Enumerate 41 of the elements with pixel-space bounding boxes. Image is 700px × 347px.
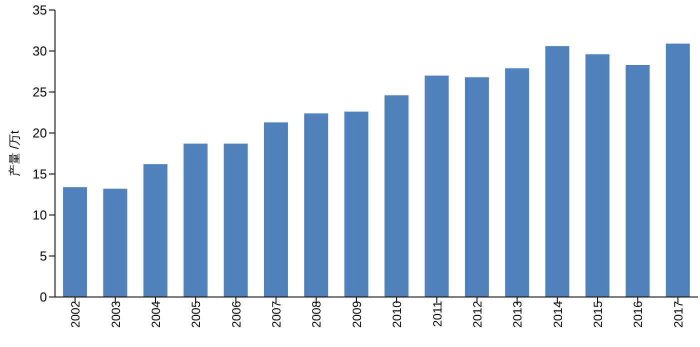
x-tick-label: 2002 xyxy=(68,300,83,328)
bar xyxy=(384,95,409,297)
bar xyxy=(464,77,489,297)
x-tick-label: 2013 xyxy=(510,300,525,328)
y-tick-label: 30 xyxy=(32,44,47,59)
x-tick-label: 2014 xyxy=(550,300,565,328)
x-tick-label: 2017 xyxy=(671,300,686,328)
bar xyxy=(224,144,248,297)
x-tick-label: 2003 xyxy=(108,300,123,328)
bar xyxy=(424,76,449,297)
bar xyxy=(585,54,610,297)
bar xyxy=(264,122,288,297)
bar xyxy=(304,113,328,297)
x-tick-label: 2015 xyxy=(591,300,606,328)
y-tick-label: 35 xyxy=(32,2,47,18)
y-tick-label: 25 xyxy=(32,84,47,100)
x-tick-label: 2012 xyxy=(470,300,484,328)
bar xyxy=(344,112,368,297)
y-axis-title: 产量 /万t xyxy=(7,130,22,177)
bar xyxy=(143,164,168,297)
x-tick-label: 2007 xyxy=(270,300,284,328)
bar xyxy=(545,46,570,297)
y-tick-label: 20 xyxy=(32,126,47,141)
x-tick-label: 2008 xyxy=(310,300,324,328)
y-tick-label: 0 xyxy=(40,290,47,305)
bar xyxy=(184,144,208,297)
bar xyxy=(505,68,530,297)
x-tick-label: 2004 xyxy=(148,300,163,328)
x-tick-label: 2009 xyxy=(350,300,364,328)
x-tick-label: 2011 xyxy=(430,300,444,327)
bar xyxy=(103,188,128,297)
y-tick-label: 5 xyxy=(40,248,47,264)
x-tick-label: 2005 xyxy=(189,300,204,328)
bar xyxy=(63,187,88,297)
bar xyxy=(666,44,690,297)
bar xyxy=(626,64,650,297)
x-tick-label: 2016 xyxy=(631,300,646,328)
y-tick-label: 10 xyxy=(32,208,47,223)
x-tick-label: 2010 xyxy=(390,300,404,328)
x-tick-label: 2006 xyxy=(229,300,244,328)
y-tick-label: 15 xyxy=(32,166,47,182)
